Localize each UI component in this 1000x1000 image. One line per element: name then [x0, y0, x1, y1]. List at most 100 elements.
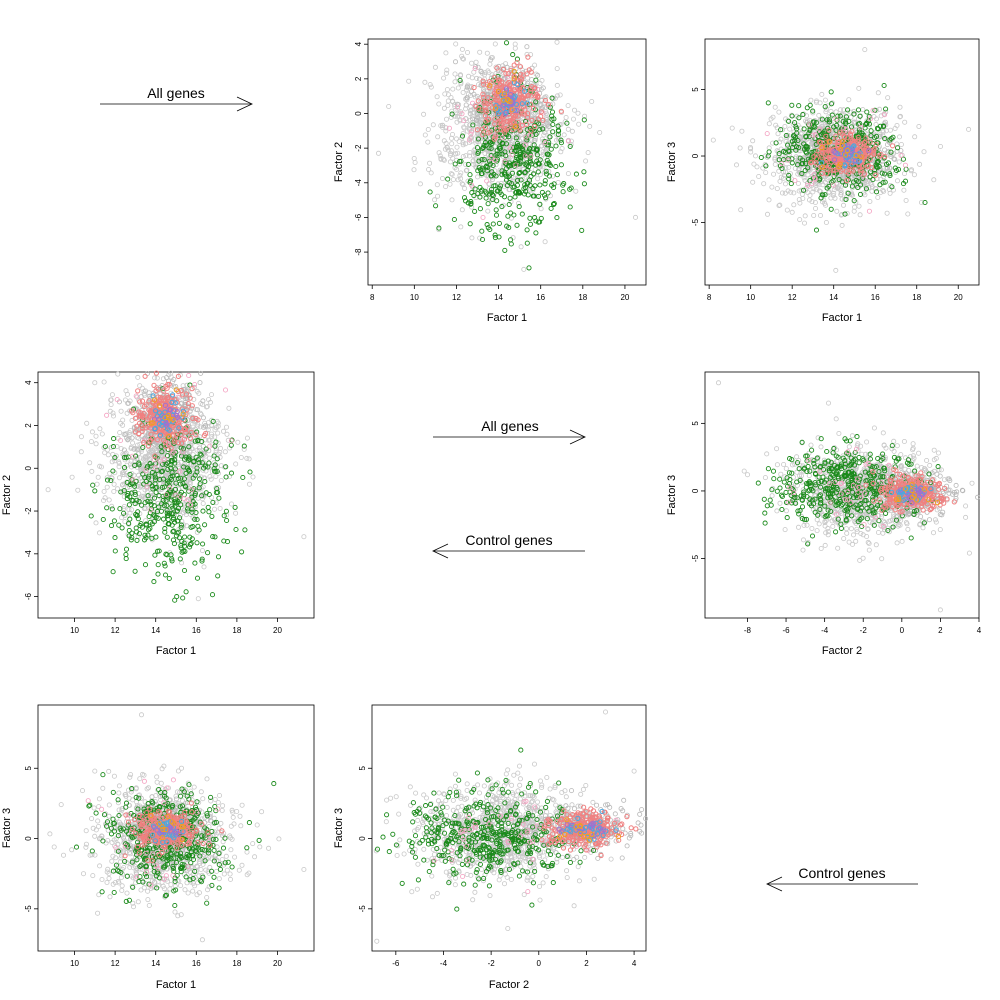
data-point-green [828, 89, 834, 95]
data-point-grey [738, 207, 744, 213]
data-point-grey [109, 392, 115, 398]
data-point-green [524, 227, 530, 233]
data-point-grey [422, 132, 428, 138]
data-point-grey [761, 181, 767, 187]
data-point-grey [565, 103, 571, 109]
data-point-green [472, 208, 478, 214]
data-point-pink [764, 131, 770, 137]
data-point-grey [458, 81, 464, 87]
data-point-grey [841, 202, 847, 208]
data-point-grey [449, 141, 455, 147]
x-tick-label: 12 [452, 293, 461, 302]
data-point-grey [916, 124, 922, 130]
data-point-green [493, 212, 500, 218]
plot-frame [367, 38, 647, 286]
data-point-grey [453, 136, 459, 142]
data-point-grey [535, 176, 541, 182]
data-point-grey [917, 161, 923, 167]
data-point-grey [509, 140, 515, 146]
y-tick-label: 0 [691, 153, 700, 158]
data-point-green [494, 198, 500, 204]
data-point-grey [444, 67, 450, 73]
data-point-grey [460, 153, 466, 159]
data-point-grey [473, 59, 479, 65]
data-point-grey [784, 207, 790, 213]
data-point-grey [453, 41, 459, 47]
data-point-green [483, 195, 489, 201]
data-point-green [567, 204, 573, 210]
data-point-grey [805, 172, 811, 178]
data-point-green [553, 163, 559, 170]
data-point-green [508, 210, 514, 216]
data-point-grey [472, 94, 478, 100]
data-point-grey [834, 208, 840, 214]
data-point-green [490, 221, 496, 227]
x-tick-label: 18 [578, 293, 587, 302]
data-point-grey [458, 224, 464, 230]
data-point-grey [912, 134, 918, 140]
data-point-grey [851, 208, 857, 214]
data-point-grey [78, 434, 84, 440]
data-point-grey [443, 116, 449, 122]
x-tick-label: 16 [871, 293, 880, 302]
data-point-grey [457, 118, 463, 124]
data-point-grey [213, 473, 219, 479]
data-point-grey [539, 97, 545, 103]
data-point-grey [443, 70, 449, 76]
data-point-green [553, 143, 559, 149]
data-point-grey [779, 190, 785, 196]
data-point-outlier [710, 137, 716, 143]
data-point-grey [250, 474, 256, 480]
data-point-grey [238, 454, 244, 460]
data-point-grey [887, 127, 893, 133]
data-point-grey [791, 202, 797, 208]
y-tick-label: -2 [354, 144, 363, 152]
data-point-pink [480, 214, 486, 220]
data-point-grey [458, 176, 464, 182]
data-point-grey [469, 204, 475, 210]
data-point-grey [411, 155, 417, 161]
data-point-green [573, 171, 579, 177]
data-point-grey [421, 111, 427, 117]
data-point-grey [874, 116, 880, 122]
data-point-outlier [862, 47, 868, 53]
data-point-grey [386, 104, 392, 110]
data-point-green [451, 216, 457, 223]
data-point-grey [101, 379, 107, 385]
data-point-grey [469, 235, 475, 241]
data-point-grey [799, 191, 805, 197]
data-point-grey [486, 181, 492, 187]
data-point-grey [538, 206, 544, 212]
data-point-grey [463, 168, 469, 174]
data-point-grey [199, 548, 205, 554]
data-point-grey [94, 481, 100, 487]
data-point-grey [500, 202, 506, 208]
data-point-grey [875, 194, 881, 200]
data-point-grey [512, 41, 518, 47]
data-point-grey [587, 123, 593, 129]
data-point-grey [130, 440, 136, 446]
data-point-green [485, 201, 491, 207]
data-point-grey [458, 170, 464, 176]
data-point-grey [529, 137, 535, 143]
data-point-grey [120, 417, 126, 423]
data-point-grey [464, 84, 470, 90]
data-point-green [467, 221, 473, 227]
data-point-grey [436, 101, 442, 107]
data-point-grey [452, 165, 458, 171]
data-point-grey [117, 475, 123, 481]
data-point-green [554, 172, 560, 178]
data-point-grey [450, 86, 456, 92]
data-point-green [822, 104, 828, 110]
y-tick-label: -6 [354, 213, 363, 221]
data-point-grey [787, 126, 793, 132]
data-point-grey [197, 445, 203, 451]
data-point-grey [763, 170, 769, 176]
data-point-grey [457, 172, 463, 178]
data-point-grey [97, 426, 103, 432]
data-point-grey [441, 75, 447, 81]
data-point-green [554, 215, 560, 221]
data-point-grey [89, 468, 95, 474]
data-point-grey [443, 140, 449, 146]
data-point-green [496, 220, 502, 226]
